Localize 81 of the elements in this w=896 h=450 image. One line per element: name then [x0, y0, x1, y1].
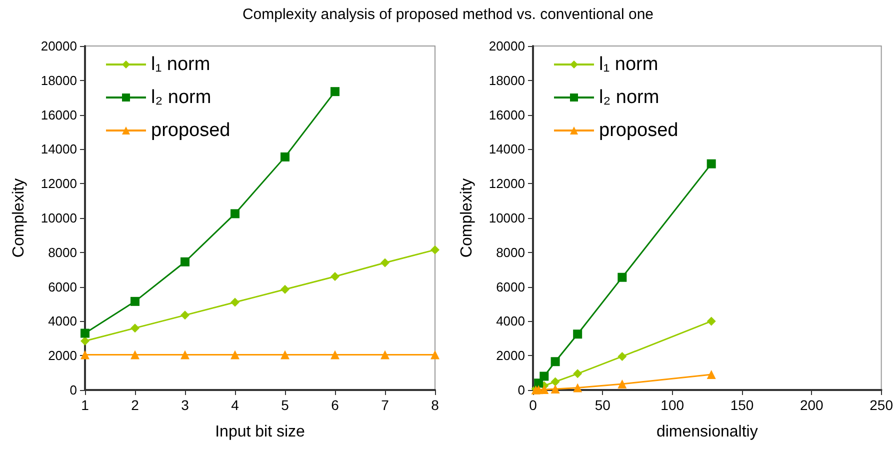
point [130, 350, 140, 360]
y-tick-label: 6000 [496, 279, 525, 294]
y-tick-label: 16000 [40, 107, 77, 122]
y-tick-label: 0 [518, 382, 525, 398]
y-tick-label: 12000 [488, 176, 525, 192]
x-tick-label: 8 [431, 397, 440, 413]
x-tick-label: 2 [131, 397, 140, 413]
y-tick-label: 2000 [48, 348, 77, 364]
point [330, 350, 340, 360]
point [180, 257, 190, 266]
legend-label: proposed [599, 120, 678, 141]
y-tick-label: 4000 [496, 314, 525, 329]
y-tick-label: 0 [70, 382, 77, 398]
point [618, 272, 627, 282]
point [706, 370, 716, 380]
y-axis-title: Complexity [458, 178, 476, 258]
point [230, 298, 240, 307]
x-axis-title: Input bit size [215, 424, 306, 440]
chart-title: Complexity analysis of proposed method vs. conventional one [241, 6, 655, 23]
legend-label: proposed [151, 120, 230, 141]
y-tick-label: 8000 [48, 244, 77, 260]
x-axis-title: dimensionaltiy [656, 424, 758, 440]
point [330, 87, 340, 96]
point [550, 357, 560, 366]
y-tick-label: 2000 [496, 348, 525, 364]
point [280, 152, 290, 162]
point [330, 272, 340, 281]
point [430, 245, 440, 254]
x-tick-label: 5 [281, 397, 290, 413]
x-tick-label: 3 [181, 397, 190, 413]
point [618, 352, 627, 361]
point [130, 296, 140, 306]
point [180, 310, 190, 320]
x-tick-label: 100 [660, 397, 684, 413]
y-tick-label: 6000 [48, 279, 77, 294]
x-tick-label: 6 [331, 397, 340, 413]
y-tick-label: 10000 [488, 210, 525, 226]
legend-label: l₂ norm [151, 87, 212, 108]
x-tick-label: 150 [730, 397, 754, 413]
point [80, 350, 90, 360]
point [230, 209, 240, 218]
y-tick-label: 20000 [40, 38, 77, 54]
x-tick-label: 7 [381, 397, 390, 413]
x-tick-label: 0 [529, 397, 538, 413]
y-axis-title: Complexity [10, 178, 28, 258]
point [573, 383, 582, 392]
legend-label: l₂ norm [599, 87, 660, 108]
point [180, 350, 190, 360]
point [80, 328, 90, 338]
y-tick-label: 12000 [40, 176, 77, 192]
legend-label: l₁ norm [599, 54, 658, 75]
x-tick-label: 1 [81, 397, 90, 413]
point [706, 159, 716, 168]
point [380, 258, 390, 268]
point [280, 350, 290, 360]
point [280, 284, 290, 294]
point [540, 372, 549, 381]
y-tick-label: 18000 [40, 72, 77, 88]
point [230, 350, 240, 360]
x-tick-label: 4 [231, 397, 240, 413]
point [618, 379, 627, 388]
point [550, 384, 560, 394]
legend-label: l₁ norm [151, 54, 210, 75]
point [430, 350, 440, 360]
y-tick-label: 8000 [496, 244, 525, 260]
x-tick-label: 200 [800, 397, 824, 413]
x-tick-label: 250 [870, 397, 894, 413]
point [573, 330, 582, 339]
y-tick-label: 20000 [488, 38, 525, 54]
y-tick-label: 4000 [48, 314, 77, 329]
y-tick-label: 14000 [488, 142, 525, 157]
point [130, 324, 140, 333]
point [706, 316, 716, 326]
point [380, 350, 390, 360]
point [550, 377, 560, 386]
y-tick-label: 18000 [488, 72, 525, 88]
y-tick-label: 16000 [488, 107, 525, 122]
point [573, 369, 582, 378]
y-tick-label: 14000 [40, 142, 77, 157]
x-tick-label: 50 [594, 397, 611, 413]
y-tick-label: 10000 [40, 210, 77, 226]
